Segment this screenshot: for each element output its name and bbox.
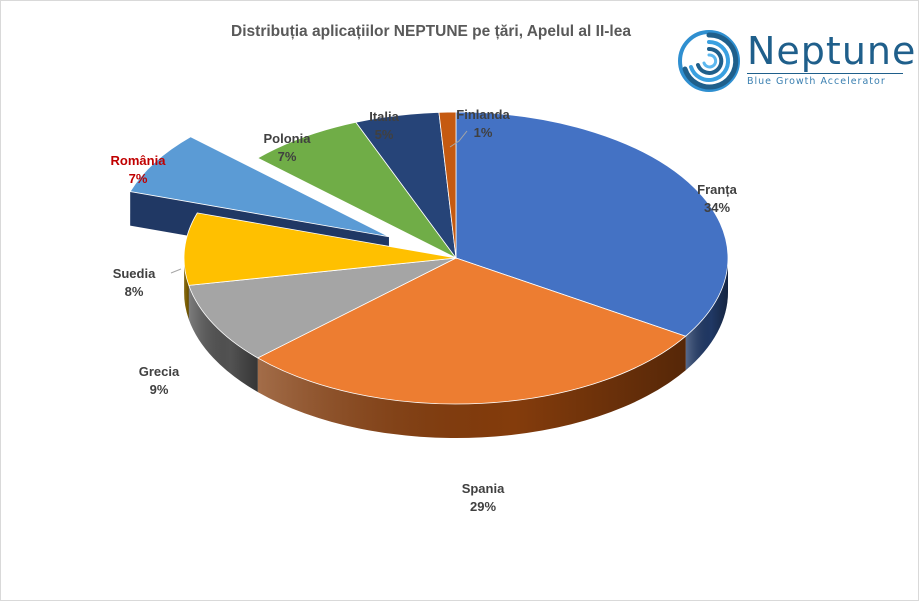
slice-polonia: [256, 121, 457, 259]
slice-românia: [129, 136, 390, 238]
slice-finlanda: [438, 111, 457, 259]
slice-spania: [256, 257, 687, 405]
neptune-logo: Neptune Blue Growth Accelerator: [677, 29, 915, 93]
pie-tops: [129, 111, 729, 405]
label-name-polonia: Polonia: [264, 131, 312, 146]
chart-title: Distribuția aplicațiilor NEPTUNE pe țări…: [231, 23, 631, 40]
side-shade-grecia: [188, 285, 258, 392]
label-value-finlanda: 1%: [474, 125, 493, 140]
label-name-grecia: Grecia: [139, 364, 180, 379]
label-value-românia: 7%: [129, 171, 148, 186]
slice-grecia: [188, 257, 457, 359]
label-name-suedia: Suedia: [113, 266, 156, 281]
leader-line-suedia: [170, 268, 182, 274]
label-name-italia: Italia: [369, 109, 399, 124]
label-value-spania: 29%: [470, 499, 496, 514]
label-value-suedia: 8%: [125, 284, 144, 299]
data-labels: Franța 34% Spania 29% Grecia 9% Suedia 8% Români…: [111, 107, 738, 514]
logo-tagline: Blue Growth Accelerator: [747, 73, 903, 87]
leader-lines: [170, 130, 468, 274]
slice-suedia: [183, 212, 457, 286]
spiral-logo-icon: [678, 30, 740, 92]
label-name-spania: Spania: [462, 481, 505, 496]
side-shade-franța: [685, 258, 728, 371]
slice-franța: [455, 111, 729, 337]
label-value-grecia: 9%: [150, 382, 169, 397]
side-shade-spania: [257, 336, 686, 438]
leader-line-finlanda: [449, 130, 468, 148]
label-value-polonia: 7%: [278, 149, 297, 164]
logo-wordmark: Neptune: [747, 29, 917, 73]
label-name-românia: România: [111, 153, 167, 168]
label-value-franța: 34%: [704, 200, 730, 215]
label-name-finlanda: Finlanda: [456, 107, 510, 122]
label-value-italia: 5%: [375, 127, 394, 142]
label-name-franța: Franța: [697, 182, 738, 197]
